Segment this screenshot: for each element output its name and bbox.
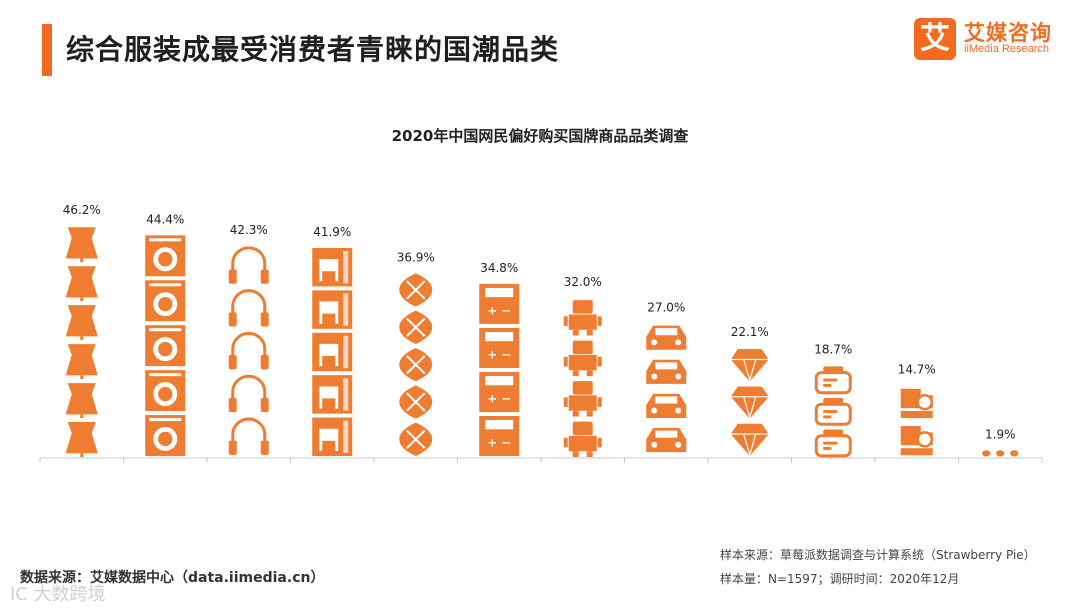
bar-value-label: 46.2% bbox=[63, 203, 101, 217]
medicine-bottle-icon bbox=[814, 397, 852, 426]
bar-calculator-icon: + − + − + − + − bbox=[479, 283, 520, 456]
truck-toy-icon bbox=[900, 426, 933, 456]
calculator-icon: + − bbox=[479, 327, 520, 368]
dress-form-icon bbox=[65, 227, 98, 263]
diamond-icon bbox=[730, 423, 769, 458]
diamond-icon bbox=[730, 386, 769, 420]
car-icon bbox=[646, 325, 687, 350]
car-icon bbox=[646, 393, 687, 419]
calculator-icon: + − bbox=[479, 415, 520, 456]
bar-diamond-icon bbox=[730, 349, 769, 458]
bar-value-label: 41.9% bbox=[313, 225, 351, 239]
bar-value-label: 34.8% bbox=[480, 261, 518, 275]
bar-value-label: 27.0% bbox=[647, 300, 685, 314]
robot-toy-icon bbox=[563, 300, 602, 336]
bar-medicine-bottle-icon bbox=[814, 366, 852, 458]
sample-size: 样本量：N=1597；调研时间：2020年12月 bbox=[720, 572, 960, 586]
page-title: 综合服装成最受消费者青睐的国潮品类 bbox=[66, 33, 560, 66]
headphones-icon bbox=[228, 331, 269, 370]
bar-truck-toy-icon bbox=[900, 388, 933, 456]
bar-value-label: 22.1% bbox=[731, 325, 769, 339]
washing-machine-icon bbox=[145, 415, 186, 456]
chart-title: 2020年中国网民偏好购买国牌商品品类调查 bbox=[392, 127, 690, 145]
dress-form-icon bbox=[65, 266, 98, 302]
headphones-icon bbox=[228, 374, 269, 413]
dress-form-icon bbox=[65, 422, 98, 457]
headphones-icon bbox=[228, 289, 269, 327]
bar-value-label: 36.9% bbox=[397, 250, 435, 264]
corn-icon bbox=[399, 273, 433, 307]
dress-form-icon bbox=[65, 305, 98, 341]
robot-toy-icon bbox=[563, 340, 602, 377]
furniture-icon bbox=[312, 290, 353, 329]
svg-text:+ −: + − bbox=[487, 391, 511, 405]
dress-form-icon bbox=[65, 344, 98, 380]
robot-toy-icon bbox=[563, 421, 602, 457]
data-source: 数据来源：艾媒数据中心（data.iimedia.cn） bbox=[20, 570, 325, 586]
furniture-icon bbox=[312, 375, 353, 414]
corn-icon bbox=[399, 422, 433, 456]
bar-value-label: 32.0% bbox=[564, 275, 602, 289]
washing-machine-icon bbox=[145, 370, 186, 412]
logo-cn-text: 艾媒咨询 bbox=[964, 21, 1052, 45]
dots-icon bbox=[982, 450, 1019, 457]
calculator-icon: + − bbox=[479, 371, 520, 412]
bar-value-label: 42.3% bbox=[230, 223, 268, 237]
bar-dress-form-icon bbox=[65, 227, 98, 457]
dress-form-icon bbox=[65, 383, 98, 419]
calculator-icon: + − bbox=[479, 283, 520, 324]
washing-machine-icon bbox=[145, 325, 186, 367]
headphones-icon bbox=[228, 246, 269, 284]
medicine-bottle-icon bbox=[814, 429, 852, 458]
bar-value-label: 14.7% bbox=[898, 363, 936, 377]
bar-headphones-icon bbox=[228, 246, 269, 455]
corn-icon bbox=[399, 310, 433, 344]
bar-robot-toy-icon bbox=[563, 300, 602, 457]
washing-machine-icon bbox=[145, 280, 186, 322]
furniture-icon bbox=[312, 247, 353, 287]
corn-icon bbox=[399, 385, 433, 419]
bar-dots-icon bbox=[982, 450, 1019, 457]
diamond-icon bbox=[730, 349, 769, 383]
bar-corn-icon bbox=[399, 273, 433, 456]
bar-value-label: 1.9% bbox=[985, 427, 1016, 441]
bar-value-label: 44.4% bbox=[146, 212, 184, 226]
watermark: IC 大数跨境 bbox=[10, 584, 106, 605]
iimedia-logo-icon: 艾 bbox=[914, 18, 956, 60]
furniture-icon bbox=[312, 332, 353, 372]
title-accent-bar bbox=[42, 24, 52, 76]
bar-value-label: 18.7% bbox=[814, 342, 852, 356]
washing-machine-icon bbox=[145, 235, 186, 277]
bar-washing-machine-icon bbox=[145, 235, 186, 456]
car-icon bbox=[646, 428, 687, 453]
robot-toy-icon bbox=[563, 381, 602, 417]
corn-icon bbox=[399, 347, 433, 382]
sample-source: 样本来源：草莓派数据调查与计算系统（Strawberry Pie） bbox=[720, 548, 1036, 562]
truck-toy-icon bbox=[900, 388, 933, 419]
car-icon bbox=[646, 359, 687, 384]
svg-text:+ −: + − bbox=[487, 435, 511, 449]
logo-en-text: iiMedia Research bbox=[964, 43, 1049, 55]
medicine-bottle-icon bbox=[814, 366, 852, 395]
headphones-icon bbox=[228, 417, 269, 455]
bar-furniture-icon bbox=[312, 247, 353, 456]
svg-text:+ −: + − bbox=[487, 347, 511, 361]
bar-car-icon bbox=[646, 325, 687, 453]
svg-text:+ −: + − bbox=[487, 303, 511, 317]
furniture-icon bbox=[312, 417, 353, 456]
